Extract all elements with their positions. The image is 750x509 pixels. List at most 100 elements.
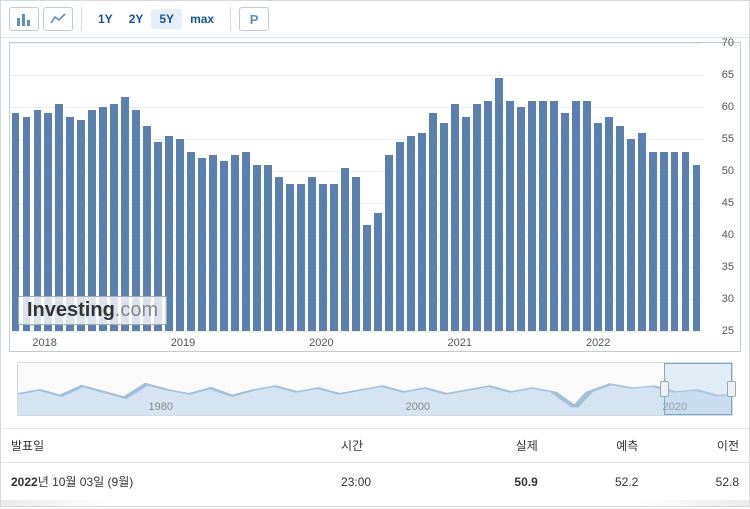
bar bbox=[440, 123, 448, 331]
chart-area: 25303540455055606570 2018201920202021202… bbox=[9, 42, 741, 352]
bar bbox=[297, 184, 305, 331]
navigator-selection[interactable] bbox=[664, 363, 732, 415]
bar bbox=[495, 78, 503, 331]
line-chart-icon[interactable] bbox=[43, 7, 73, 31]
navigator-sparkline bbox=[18, 363, 732, 415]
bar bbox=[330, 184, 338, 331]
bar bbox=[616, 126, 624, 331]
y-tick-label: 35 bbox=[722, 261, 734, 273]
y-tick-label: 30 bbox=[722, 293, 734, 305]
bar bbox=[341, 168, 349, 331]
gridline bbox=[10, 75, 702, 76]
bar bbox=[396, 142, 404, 331]
bar bbox=[187, 152, 195, 331]
bar bbox=[319, 184, 327, 331]
y-tick-label: 70 bbox=[722, 37, 734, 49]
bar bbox=[264, 165, 272, 331]
bar bbox=[198, 158, 206, 331]
bar bbox=[528, 101, 536, 331]
y-tick-label: 40 bbox=[722, 229, 734, 241]
data-table: 발표일 시간 실제 예측 이전 2022년 10월 03일 (9월) 23:00… bbox=[1, 428, 749, 500]
bar bbox=[671, 152, 679, 331]
range-max[interactable]: max bbox=[182, 9, 222, 29]
bar bbox=[550, 101, 558, 331]
y-tick-label: 60 bbox=[722, 101, 734, 113]
y-tick-label: 55 bbox=[722, 133, 734, 145]
bar bbox=[253, 165, 261, 331]
bar-chart-icon[interactable] bbox=[9, 7, 39, 31]
x-tick-label: 2022 bbox=[586, 337, 610, 349]
cell-time: 23:00 bbox=[331, 463, 447, 501]
bar bbox=[517, 107, 525, 331]
bar bbox=[473, 104, 481, 331]
watermark-suffix: .com bbox=[115, 299, 158, 321]
y-tick-label: 50 bbox=[722, 165, 734, 177]
bar bbox=[649, 152, 657, 331]
x-tick-label: 2019 bbox=[171, 337, 195, 349]
navigator-handle-left[interactable] bbox=[660, 381, 669, 397]
bar-plot bbox=[10, 43, 702, 331]
x-tick-label: 2018 bbox=[32, 337, 56, 349]
bar bbox=[462, 117, 470, 331]
range-buttons: 1Y2Y5Ymax bbox=[90, 10, 222, 28]
bar bbox=[176, 139, 184, 331]
bar bbox=[539, 101, 547, 331]
bar bbox=[363, 225, 371, 331]
navigator[interactable]: 198020002020 bbox=[17, 362, 733, 416]
table-header-row: 발표일 시간 실제 예측 이전 bbox=[1, 429, 749, 463]
bar bbox=[231, 155, 239, 331]
range-1Y[interactable]: 1Y bbox=[90, 9, 121, 29]
bar bbox=[572, 101, 580, 331]
bar bbox=[242, 152, 250, 331]
toolbar: 1Y2Y5Ymax P bbox=[1, 1, 749, 38]
chart-wrap: 25303540455055606570 2018201920202021202… bbox=[1, 38, 749, 416]
bar bbox=[561, 113, 569, 331]
cell-previous: 52.8 bbox=[648, 463, 749, 501]
x-tick-label: 2021 bbox=[448, 337, 472, 349]
navigator-handle-right[interactable] bbox=[727, 381, 736, 397]
watermark: Investing.com bbox=[18, 296, 167, 325]
bar bbox=[418, 133, 426, 331]
bar bbox=[682, 152, 690, 331]
x-axis: 2018 2019 2020 2021 2022 bbox=[10, 331, 702, 351]
bar bbox=[693, 165, 701, 331]
y-axis: 25303540455055606570 bbox=[702, 43, 740, 331]
bar bbox=[220, 161, 228, 331]
divider bbox=[81, 7, 82, 31]
chart-widget: 1Y2Y5Ymax P 25303540455055606570 2018201… bbox=[0, 0, 750, 507]
navigator-label: 1980 bbox=[149, 401, 173, 413]
navigator-label: 2000 bbox=[406, 401, 430, 413]
range-5Y[interactable]: 5Y bbox=[151, 9, 182, 29]
bar bbox=[374, 213, 382, 331]
range-2Y[interactable]: 2Y bbox=[121, 9, 152, 29]
bar bbox=[275, 177, 283, 331]
bar bbox=[660, 152, 668, 331]
bar bbox=[308, 177, 316, 331]
watermark-primary: Investing bbox=[27, 299, 115, 321]
p-button[interactable]: P bbox=[239, 7, 269, 31]
bar bbox=[209, 155, 217, 331]
divider bbox=[230, 7, 231, 31]
bar bbox=[429, 113, 437, 331]
bar bbox=[286, 184, 294, 331]
cell-forecast: 52.2 bbox=[548, 463, 649, 501]
gridline bbox=[10, 43, 702, 44]
bar bbox=[605, 117, 613, 331]
bar bbox=[506, 101, 514, 331]
bar bbox=[385, 155, 393, 331]
bar bbox=[352, 177, 360, 331]
scroll-shadow bbox=[1, 500, 749, 506]
x-tick-label: 2020 bbox=[309, 337, 333, 349]
bar bbox=[451, 104, 459, 331]
bar bbox=[627, 139, 635, 331]
table-row[interactable]: 2022년 10월 03일 (9월) 23:00 50.9 52.2 52.8 bbox=[1, 463, 749, 501]
bar bbox=[407, 136, 415, 331]
header-date: 발표일 bbox=[1, 429, 331, 463]
header-time: 시간 bbox=[331, 429, 447, 463]
y-tick-label: 45 bbox=[722, 197, 734, 209]
y-tick-label: 65 bbox=[722, 69, 734, 81]
cell-date: 2022년 10월 03일 (9월) bbox=[1, 463, 331, 501]
bar bbox=[583, 101, 591, 331]
bar bbox=[638, 133, 646, 331]
header-forecast: 예측 bbox=[548, 429, 649, 463]
